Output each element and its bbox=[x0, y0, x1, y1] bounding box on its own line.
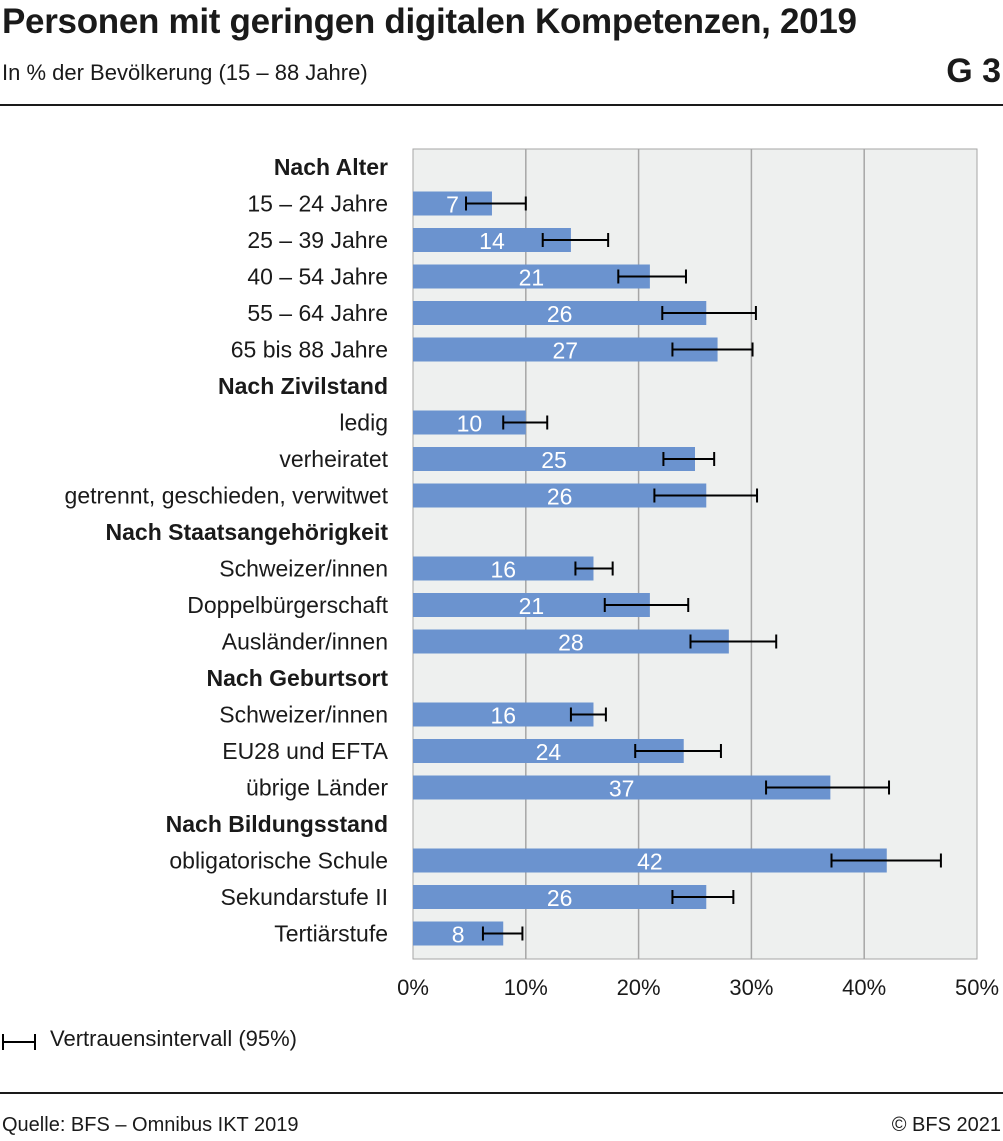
bar-value-label: 8 bbox=[452, 922, 465, 948]
bar bbox=[413, 556, 594, 581]
category-label: Schweizer/innen bbox=[219, 702, 388, 728]
bar bbox=[413, 848, 887, 873]
x-tick-label: 0% bbox=[397, 975, 429, 1000]
category-label: übrige Länder bbox=[246, 775, 388, 801]
x-tick-label: 30% bbox=[729, 975, 773, 1000]
graphic-id: G 3 bbox=[946, 52, 1001, 90]
confidence-interval-legend-icon bbox=[2, 1034, 36, 1050]
category-label: Sekundarstufe II bbox=[221, 884, 389, 910]
bar-value-label: 26 bbox=[547, 885, 573, 911]
bar bbox=[413, 885, 707, 909]
header-divider bbox=[0, 104, 1003, 106]
group-heading: Nach Alter bbox=[274, 154, 388, 180]
bar bbox=[413, 301, 707, 325]
category-label: ledig bbox=[339, 410, 388, 436]
copyright: © BFS 2021 bbox=[891, 1114, 1001, 1136]
chart-title: Personen mit geringen digitalen Kompeten… bbox=[2, 2, 857, 41]
bar-value-label: 21 bbox=[519, 265, 545, 291]
category-label: 40 – 54 Jahre bbox=[247, 264, 388, 290]
x-tick-label: 50% bbox=[955, 975, 999, 1000]
bar bbox=[413, 447, 695, 471]
bar-value-label: 37 bbox=[609, 776, 635, 802]
category-label: getrennt, geschieden, verwitwet bbox=[65, 483, 389, 509]
bar-value-label: 14 bbox=[479, 228, 505, 254]
group-heading: Nach Geburtsort bbox=[207, 665, 389, 691]
category-label: Doppelbürgerschaft bbox=[187, 592, 388, 618]
category-label: 25 – 39 Jahre bbox=[247, 227, 388, 253]
bar-value-label: 27 bbox=[552, 338, 578, 364]
bar-value-label: 42 bbox=[637, 849, 663, 875]
footer-divider bbox=[0, 1092, 1003, 1094]
source-note: Quelle: BFS – Omnibus IKT 2019 bbox=[2, 1114, 299, 1136]
bar-value-label: 16 bbox=[490, 703, 516, 729]
category-label: EU28 und EFTA bbox=[222, 738, 388, 764]
bar-value-label: 24 bbox=[536, 739, 562, 765]
category-label: 55 – 64 Jahre bbox=[247, 300, 388, 326]
bar-chart: 0% 10% 20% 30% 40% 50% Nach Alter 15 – 24 Jahre… bbox=[65, 148, 999, 1000]
bar bbox=[413, 337, 718, 362]
group-heading: Nach Bildungsstand bbox=[166, 811, 388, 837]
bar bbox=[413, 629, 729, 654]
bar-value-label: 26 bbox=[547, 301, 573, 327]
bar bbox=[413, 702, 594, 727]
category-label: obligatorische Schule bbox=[169, 848, 388, 874]
bar-value-label: 25 bbox=[541, 447, 567, 473]
category-label: Ausländer/innen bbox=[222, 629, 388, 655]
bar bbox=[413, 775, 831, 800]
bar-value-label: 10 bbox=[457, 411, 483, 437]
category-label: Schweizer/innen bbox=[219, 556, 388, 582]
chart-subtitle: In % der Bevölkerung (15 – 88 Jahre) bbox=[2, 60, 368, 85]
bar bbox=[413, 264, 650, 289]
bar-value-label: 26 bbox=[547, 484, 573, 510]
category-label: 65 bis 88 Jahre bbox=[231, 337, 388, 363]
category-label: Tertiärstufe bbox=[274, 921, 388, 947]
bar-value-label: 7 bbox=[446, 192, 459, 218]
category-label: 15 – 24 Jahre bbox=[247, 191, 388, 217]
legend-label: Vertrauensintervall (95%) bbox=[50, 1026, 298, 1051]
bar-value-label: 16 bbox=[490, 557, 516, 583]
bar-value-label: 21 bbox=[519, 593, 545, 619]
group-heading: Nach Staatsangehörigkeit bbox=[106, 519, 389, 545]
x-tick-label: 20% bbox=[617, 975, 661, 1000]
x-tick-label: 40% bbox=[842, 975, 886, 1000]
category-label: verheiratet bbox=[279, 446, 388, 472]
x-tick-label: 10% bbox=[504, 975, 548, 1000]
bar-value-label: 28 bbox=[558, 630, 584, 656]
group-heading: Nach Zivilstand bbox=[218, 373, 388, 399]
